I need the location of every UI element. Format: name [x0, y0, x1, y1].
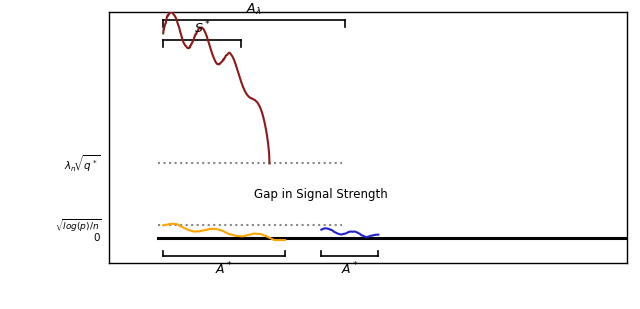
Text: $A_\lambda$: $A_\lambda$: [246, 2, 262, 17]
Text: Gap in Signal Strength: Gap in Signal Strength: [254, 188, 388, 201]
Text: $\sqrt{log(p)/n}$: $\sqrt{log(p)/n}$: [55, 217, 101, 234]
Text: $0$: $0$: [93, 231, 101, 243]
Text: $A^*$: $A^*$: [215, 260, 233, 277]
Text: $\lambda_n\!\sqrt{q^*}$: $\lambda_n\!\sqrt{q^*}$: [64, 153, 101, 174]
Text: $A^*$: $A^*$: [341, 260, 359, 277]
Text: $S^*$: $S^*$: [194, 20, 211, 37]
